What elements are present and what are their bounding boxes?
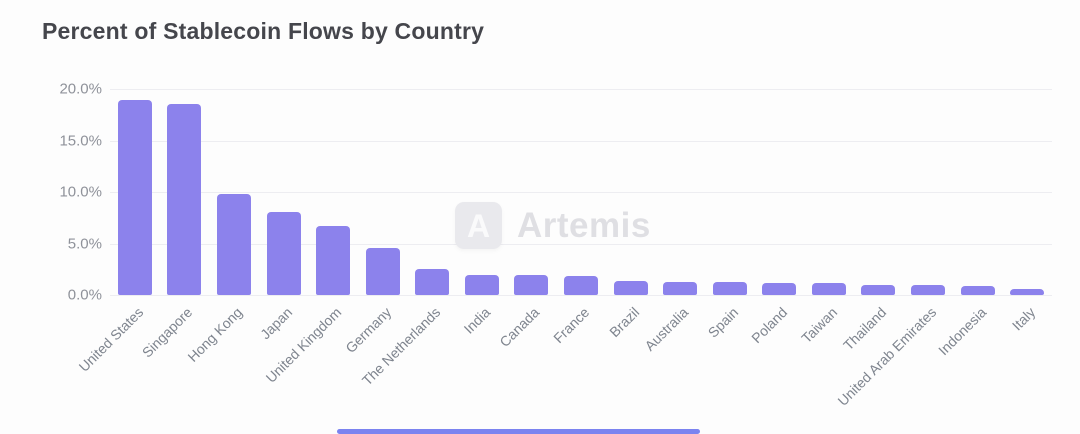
bar-brazil <box>613 280 648 295</box>
bar-cell <box>507 89 557 295</box>
bar-cell <box>903 89 953 295</box>
bar-cell <box>209 89 259 295</box>
bar-spain <box>712 282 747 295</box>
horizontal-scrollbar-thumb[interactable] <box>337 429 700 434</box>
gridline <box>110 89 1052 90</box>
bar-cell <box>556 89 606 295</box>
bar-united-states <box>117 100 152 295</box>
bar-cell <box>358 89 408 295</box>
bar-canada <box>514 275 549 295</box>
bar-cell <box>606 89 656 295</box>
bar-indonesia <box>960 286 995 295</box>
bar-japan <box>266 211 301 295</box>
y-axis-tick-label: 15.0% <box>59 132 102 149</box>
bar-series <box>110 89 1052 295</box>
bar-cell <box>705 89 755 295</box>
bar-the-netherlands <box>415 269 450 295</box>
bar-cell <box>259 89 309 295</box>
bar-india <box>464 275 499 295</box>
gridline <box>110 140 1052 142</box>
bar-italy <box>1010 288 1045 295</box>
bar-cell <box>457 89 507 295</box>
bar-cell <box>308 89 358 295</box>
bar-cell <box>953 89 1003 295</box>
bar-singapore <box>167 104 202 295</box>
gridline <box>110 192 1052 193</box>
bar-cell <box>110 89 160 295</box>
y-axis-tick-label: 10.0% <box>59 183 102 201</box>
plot-area <box>110 89 1052 296</box>
bar-cell <box>854 89 904 295</box>
bar-taiwan <box>811 282 846 295</box>
bar-cell <box>1002 89 1052 295</box>
gridline <box>110 295 1052 296</box>
bar-australia <box>663 281 698 295</box>
bar-germany <box>365 247 400 295</box>
bar-united-arab-emirates <box>911 285 946 295</box>
y-axis-tick-label: 20.0% <box>59 80 102 98</box>
y-axis-tick-label: 0.0% <box>67 286 102 304</box>
bar-cell <box>160 89 210 295</box>
bar-cell <box>407 89 457 295</box>
bar-united-kingdom <box>316 226 351 295</box>
gridline <box>110 243 1052 245</box>
bar-thailand <box>861 284 896 295</box>
bar-cell <box>804 89 854 295</box>
bar-cell <box>755 89 805 295</box>
bar-poland <box>762 282 797 295</box>
chart-title: Percent of Stablecoin Flows by Country <box>42 18 485 44</box>
bar-france <box>563 276 598 295</box>
y-axis-tick-label: 5.0% <box>67 235 102 252</box>
bar-cell <box>655 89 705 295</box>
bar-hong-kong <box>216 194 251 295</box>
